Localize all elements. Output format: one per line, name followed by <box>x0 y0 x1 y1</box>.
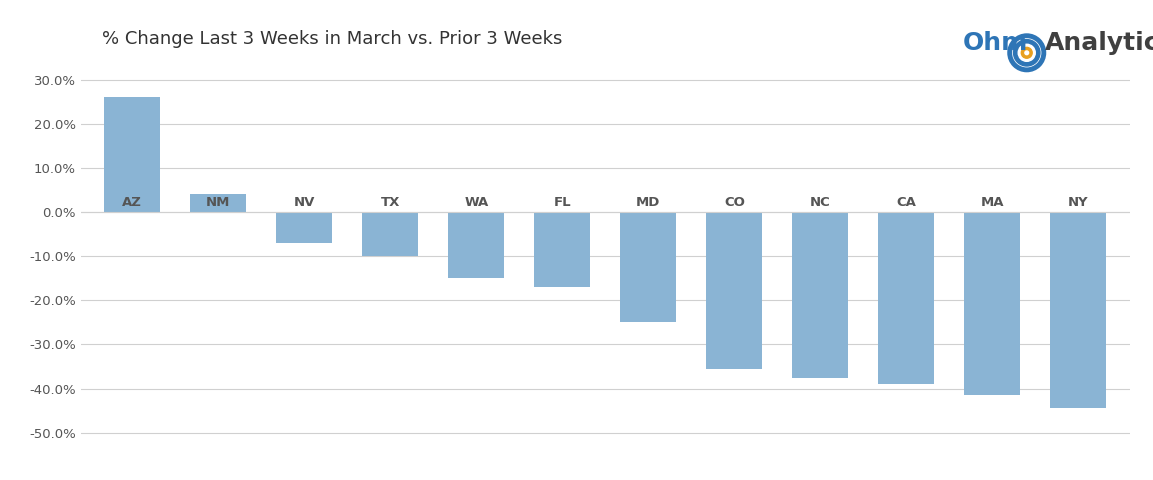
Text: NC: NC <box>809 195 830 208</box>
Bar <box>190 194 247 212</box>
Text: MA: MA <box>980 195 1004 208</box>
Bar <box>362 212 419 256</box>
Circle shape <box>1025 51 1028 55</box>
Text: FL: FL <box>553 195 571 208</box>
Bar <box>534 212 590 287</box>
Bar <box>620 212 677 323</box>
Bar <box>792 212 849 378</box>
Text: CA: CA <box>896 195 917 208</box>
Text: CO: CO <box>724 195 745 208</box>
Bar <box>879 212 934 384</box>
Text: NY: NY <box>1068 195 1088 208</box>
Circle shape <box>1022 48 1032 58</box>
Text: Ohm: Ohm <box>963 31 1028 55</box>
Circle shape <box>1013 40 1040 66</box>
Text: NV: NV <box>294 195 315 208</box>
Text: AZ: AZ <box>122 195 142 208</box>
Bar <box>105 97 160 212</box>
Text: WA: WA <box>465 195 489 208</box>
Text: NM: NM <box>206 195 231 208</box>
Text: TX: TX <box>380 195 400 208</box>
Bar <box>449 212 504 278</box>
Bar <box>964 212 1020 395</box>
Text: MD: MD <box>636 195 661 208</box>
Circle shape <box>1018 44 1035 61</box>
Text: % Change Last 3 Weeks in March vs. Prior 3 Weeks: % Change Last 3 Weeks in March vs. Prior… <box>101 30 562 48</box>
Bar <box>1050 212 1106 408</box>
Bar <box>707 212 762 369</box>
Text: Analytics: Analytics <box>1045 31 1153 55</box>
Bar <box>277 212 332 243</box>
